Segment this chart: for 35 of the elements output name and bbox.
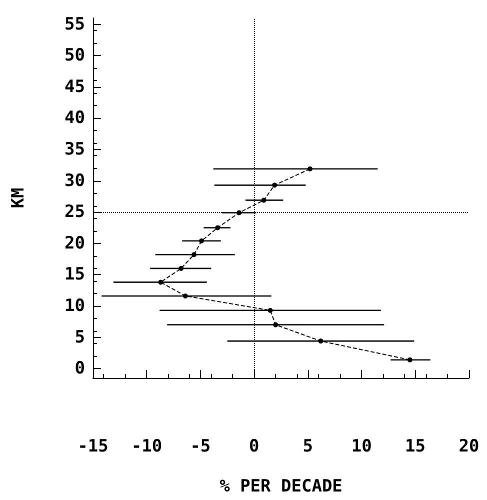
- x-tick-label: 5: [302, 436, 313, 456]
- y-tick-label: 30: [64, 170, 85, 191]
- point: [318, 338, 324, 344]
- point: [191, 252, 196, 258]
- point: [182, 293, 188, 298]
- point: [272, 182, 278, 188]
- point: [407, 357, 412, 362]
- x-tick-label: -15: [78, 436, 108, 456]
- y-tick-label: 55: [64, 14, 85, 34]
- point: [273, 322, 278, 328]
- y-tick-label: 50: [64, 46, 85, 66]
- y-tick-label: 20: [64, 233, 85, 254]
- point: [178, 266, 184, 271]
- y-tick-label: 10: [64, 296, 85, 316]
- x-tick-label: 10: [351, 436, 372, 456]
- y-tick-label: 25: [64, 202, 85, 222]
- point: [199, 238, 204, 244]
- y-tick-label: 45: [64, 76, 85, 97]
- x-tick-label: -10: [131, 436, 162, 456]
- x-tick-label: 20: [458, 436, 480, 456]
- y-tick-label: 15: [64, 264, 85, 285]
- y-tick-label: 0: [74, 358, 85, 379]
- x-axis-title: % PER DECADE: [220, 476, 342, 496]
- y-axis-title: KM: [8, 188, 28, 208]
- x-tick-label: 15: [405, 436, 426, 456]
- point: [215, 225, 220, 230]
- point: [308, 166, 313, 172]
- y-tick-label: 5: [74, 327, 85, 348]
- point: [268, 308, 273, 313]
- x-tick-label: -5: [190, 436, 211, 456]
- point: [261, 198, 266, 203]
- y-tick-label: 40: [64, 108, 85, 128]
- x-tick-label: 0: [249, 436, 260, 456]
- point: [158, 280, 164, 285]
- y-tick-label: 35: [64, 139, 85, 160]
